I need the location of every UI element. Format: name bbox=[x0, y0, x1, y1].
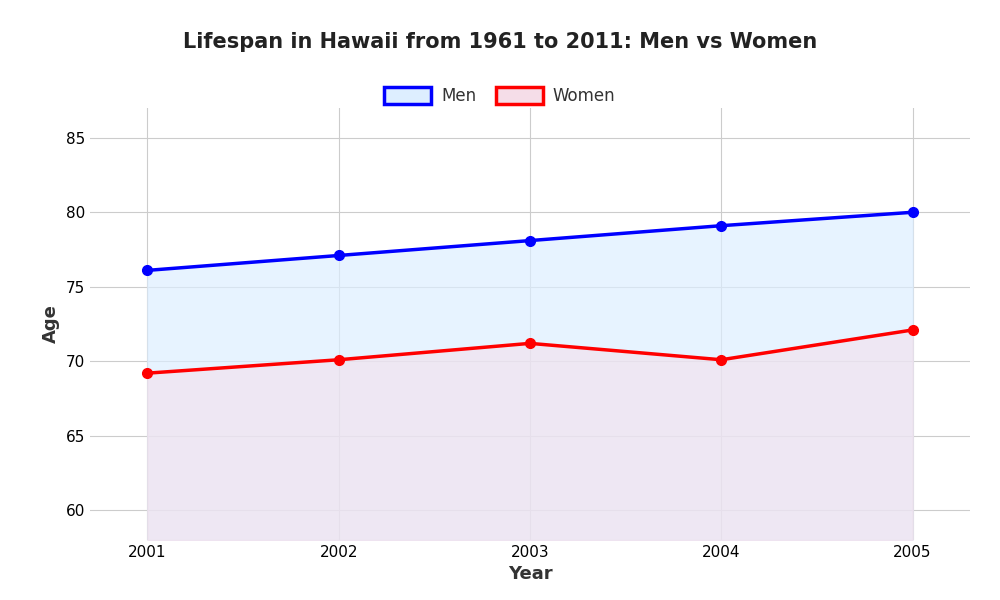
Text: Lifespan in Hawaii from 1961 to 2011: Men vs Women: Lifespan in Hawaii from 1961 to 2011: Me… bbox=[183, 32, 817, 52]
Y-axis label: Age: Age bbox=[42, 305, 60, 343]
X-axis label: Year: Year bbox=[508, 565, 552, 583]
Legend: Men, Women: Men, Women bbox=[378, 80, 622, 112]
